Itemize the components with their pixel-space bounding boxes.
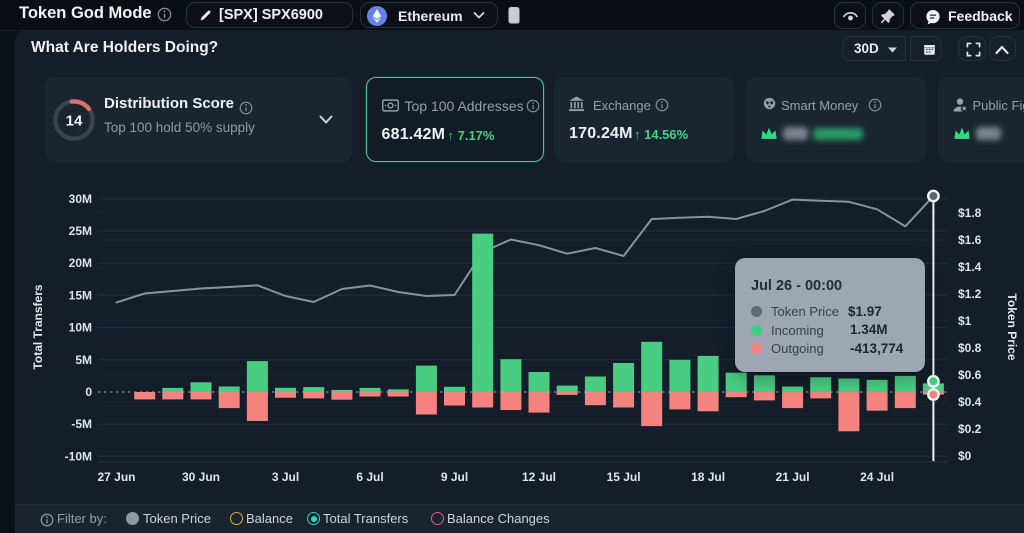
svg-text:9 Jul: 9 Jul <box>441 470 468 484</box>
svg-text:$1.6: $1.6 <box>958 233 982 247</box>
svg-text:21 Jul: 21 Jul <box>776 470 810 484</box>
svg-text:15 Jul: 15 Jul <box>607 470 641 484</box>
svg-text:0: 0 <box>85 385 92 399</box>
svg-text:Token Price: Token Price <box>1005 293 1019 360</box>
svg-text:18 Jul: 18 Jul <box>691 470 725 484</box>
svg-text:$0.8: $0.8 <box>958 341 982 355</box>
svg-text:$0.6: $0.6 <box>958 368 982 382</box>
svg-text:30 Jun: 30 Jun <box>182 470 220 484</box>
svg-text:-10M: -10M <box>65 449 92 463</box>
svg-text:$1.8: $1.8 <box>958 206 982 220</box>
svg-text:24 Jul: 24 Jul <box>860 470 894 484</box>
svg-text:5M: 5M <box>75 353 92 367</box>
svg-text:12 Jul: 12 Jul <box>522 470 556 484</box>
svg-text:3 Jul: 3 Jul <box>272 470 299 484</box>
svg-text:6 Jul: 6 Jul <box>356 470 383 484</box>
svg-text:$0: $0 <box>958 449 972 463</box>
svg-text:Total Transfers: Total Transfers <box>31 284 45 369</box>
svg-text:$0.2: $0.2 <box>958 422 982 436</box>
svg-text:20M: 20M <box>69 256 92 270</box>
svg-text:$0.4: $0.4 <box>958 395 982 409</box>
svg-text:$1.4: $1.4 <box>958 260 982 274</box>
svg-text:15M: 15M <box>69 288 92 302</box>
svg-text:-5M: -5M <box>71 417 92 431</box>
svg-text:30M: 30M <box>69 192 92 206</box>
svg-text:25M: 25M <box>69 224 92 238</box>
svg-text:14: 14 <box>66 113 83 130</box>
svg-text:10M: 10M <box>69 321 92 335</box>
svg-text:$1.2: $1.2 <box>958 287 982 301</box>
svg-text:$1: $1 <box>958 314 972 328</box>
svg-text:27 Jun: 27 Jun <box>97 470 135 484</box>
